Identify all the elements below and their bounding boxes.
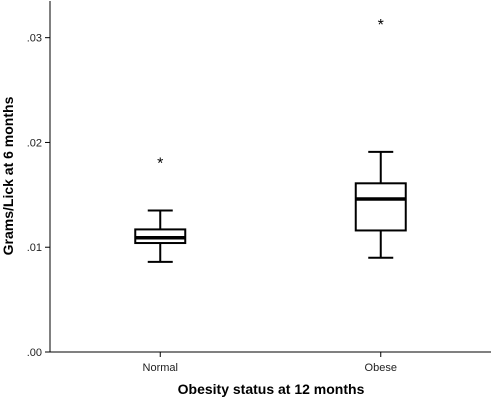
box-obese: * <box>354 17 407 259</box>
box-series: ** <box>134 17 407 263</box>
y-tick-label: .00 <box>27 347 42 359</box>
x-tick-label: Obese <box>365 362 397 374</box>
x-axis-ticks: Normal Obese <box>143 352 397 374</box>
y-tick-label: .03 <box>27 33 42 45</box>
x-tick-label: Normal <box>143 362 178 374</box>
y-tick-label: .02 <box>27 137 42 149</box>
outlier-marker: * <box>378 17 384 34</box>
y-tick-label: .01 <box>27 242 42 254</box>
x-axis-title: Obesity status at 12 months <box>178 381 365 397</box>
iqr-box <box>354 182 407 232</box>
box-normal: * <box>134 155 187 263</box>
y-axis-title: Grams/Lick at 6 months <box>0 96 16 255</box>
outlier-marker: * <box>157 155 163 172</box>
y-axis-ticks: .00 .01 .02 .03 <box>27 33 50 359</box>
